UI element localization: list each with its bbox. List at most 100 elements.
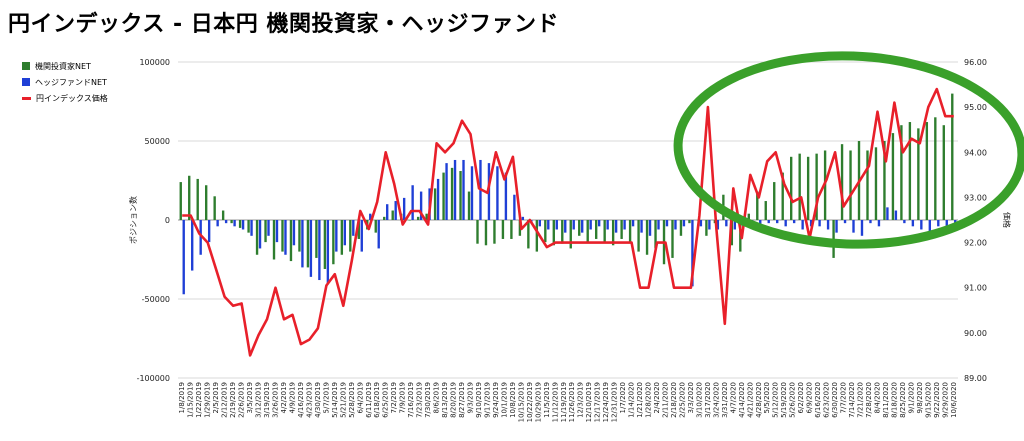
x-tick-label: 6/23/2020: [823, 382, 831, 418]
bar-institutional: [883, 141, 886, 220]
x-tick-label: 8/13/2019: [441, 382, 449, 418]
x-tick-label: 4/21/2020: [746, 382, 754, 418]
bar-hedge-fund: [640, 220, 643, 233]
bar-institutional: [179, 182, 182, 220]
x-tick-label: 9/15/2020: [924, 382, 932, 418]
x-tick-label: 2/11/2020: [662, 382, 670, 418]
x-tick-label: 5/21/2019: [339, 382, 347, 418]
x-tick-label: 8/6/2019: [433, 382, 441, 413]
bar-institutional: [645, 220, 649, 255]
bar-institutional: [798, 153, 801, 220]
bar-institutional: [484, 220, 488, 246]
bar-hedge-fund: [572, 220, 575, 230]
bar-hedge-fund: [564, 220, 567, 233]
bar-institutional: [467, 191, 471, 220]
bar-institutional: [790, 156, 793, 220]
bar-hedge-fund: [470, 166, 474, 220]
x-tick-label: 2/19/2019: [229, 382, 237, 418]
bar-institutional: [620, 220, 623, 239]
x-tick-label: 10/6/2020: [950, 382, 958, 418]
bar-institutional: [773, 182, 776, 220]
x-tick-label: 7/9/2019: [399, 382, 407, 413]
x-tick-label: 5/28/2019: [348, 382, 356, 418]
bar-institutional: [315, 220, 318, 258]
bar-hedge-fund: [877, 220, 881, 227]
bar-institutional: [925, 122, 929, 220]
bar-institutional: [281, 220, 284, 252]
bar-institutional: [874, 147, 878, 220]
x-tick-label: 6/25/2019: [382, 382, 390, 418]
bar-hedge-fund: [301, 220, 304, 268]
bar-institutional: [679, 220, 683, 236]
bar-institutional: [527, 220, 530, 249]
bar-institutional: [332, 220, 335, 265]
bar-hedge-fund: [394, 201, 397, 220]
x-tick-label: 2/12/2019: [221, 382, 229, 418]
bar-hedge-fund: [716, 220, 720, 230]
bar-institutional: [561, 220, 564, 244]
x-tick-label: 9/3/2019: [467, 382, 475, 413]
bar-hedge-fund: [725, 220, 728, 227]
bar-hedge-fund: [496, 166, 499, 220]
bar-institutional: [247, 220, 250, 233]
bar-institutional: [747, 213, 750, 220]
bar-hedge-fund: [377, 220, 380, 249]
bar-hedge-fund: [445, 163, 448, 220]
bar-institutional: [476, 220, 479, 244]
bar-hedge-fund: [886, 207, 889, 220]
bar-hedge-fund: [462, 159, 465, 220]
x-tick-label: 3/12/2019: [255, 382, 263, 418]
x-tick-label: 9/10/2019: [475, 382, 483, 418]
x-tick-label: 1/7/2020: [619, 382, 627, 413]
bar-hedge-fund: [436, 178, 440, 220]
x-tick-label: 3/17/2020: [704, 382, 712, 418]
x-tick-label: 9/17/2019: [483, 382, 491, 418]
x-tick-label: 3/3/2020: [687, 382, 695, 413]
x-tick-label: 1/22/2019: [195, 382, 203, 418]
bar-hedge-fund: [682, 220, 686, 227]
bar-hedge-fund: [292, 220, 296, 246]
bar-hedge-fund: [352, 220, 355, 236]
x-tick-label: 9/24/2019: [492, 382, 500, 418]
bar-institutional: [586, 220, 589, 243]
right-tick-label: 89.00: [964, 374, 987, 383]
bar-hedge-fund: [513, 194, 516, 220]
bar-institutional: [951, 93, 954, 220]
right-tick-label: 90.00: [964, 329, 987, 338]
bar-institutional: [595, 220, 598, 239]
bar-institutional: [908, 122, 912, 220]
bar-hedge-fund: [504, 172, 508, 220]
x-tick-label: 6/30/2020: [831, 382, 839, 418]
bar-institutional: [569, 220, 572, 249]
bar-hedge-fund: [648, 220, 652, 236]
bar-institutional: [425, 213, 428, 220]
bar-hedge-fund: [708, 220, 711, 230]
left-tick-label: 100000: [139, 58, 170, 67]
x-tick-label: 8/27/2019: [458, 382, 466, 418]
bar-hedge-fund: [343, 220, 346, 246]
x-tick-label: 5/5/2020: [763, 382, 771, 413]
bar-institutional: [289, 220, 293, 262]
bar-institutional: [815, 153, 818, 220]
bar-hedge-fund: [318, 220, 321, 281]
bar-institutional: [323, 220, 327, 269]
legend-item-institutional: 機関投資家NET: [22, 58, 108, 74]
legend-item-hedge-fund: ヘッジファンドNET: [22, 74, 108, 90]
right-tick-label: 96.00: [964, 58, 987, 67]
bar-institutional: [654, 220, 657, 249]
x-tick-label: 5/19/2020: [780, 382, 788, 418]
x-tick-label: 6/16/2020: [814, 382, 822, 418]
x-tick-label: 10/22/2019: [526, 382, 534, 422]
bar-hedge-fund: [911, 220, 915, 227]
bar-institutional: [671, 220, 674, 258]
bar-institutional: [552, 220, 555, 246]
bar-institutional: [272, 220, 276, 260]
bar-hedge-fund: [665, 220, 669, 227]
bar-hedge-fund: [894, 210, 898, 220]
bar-hedge-fund: [199, 220, 202, 255]
bar-hedge-fund: [547, 220, 550, 230]
bar-hedge-fund: [606, 220, 609, 230]
x-tick-label: 1/14/2020: [628, 382, 636, 418]
left-tick-label: 50000: [145, 137, 170, 146]
x-tick-label: 8/18/2020: [890, 382, 898, 418]
